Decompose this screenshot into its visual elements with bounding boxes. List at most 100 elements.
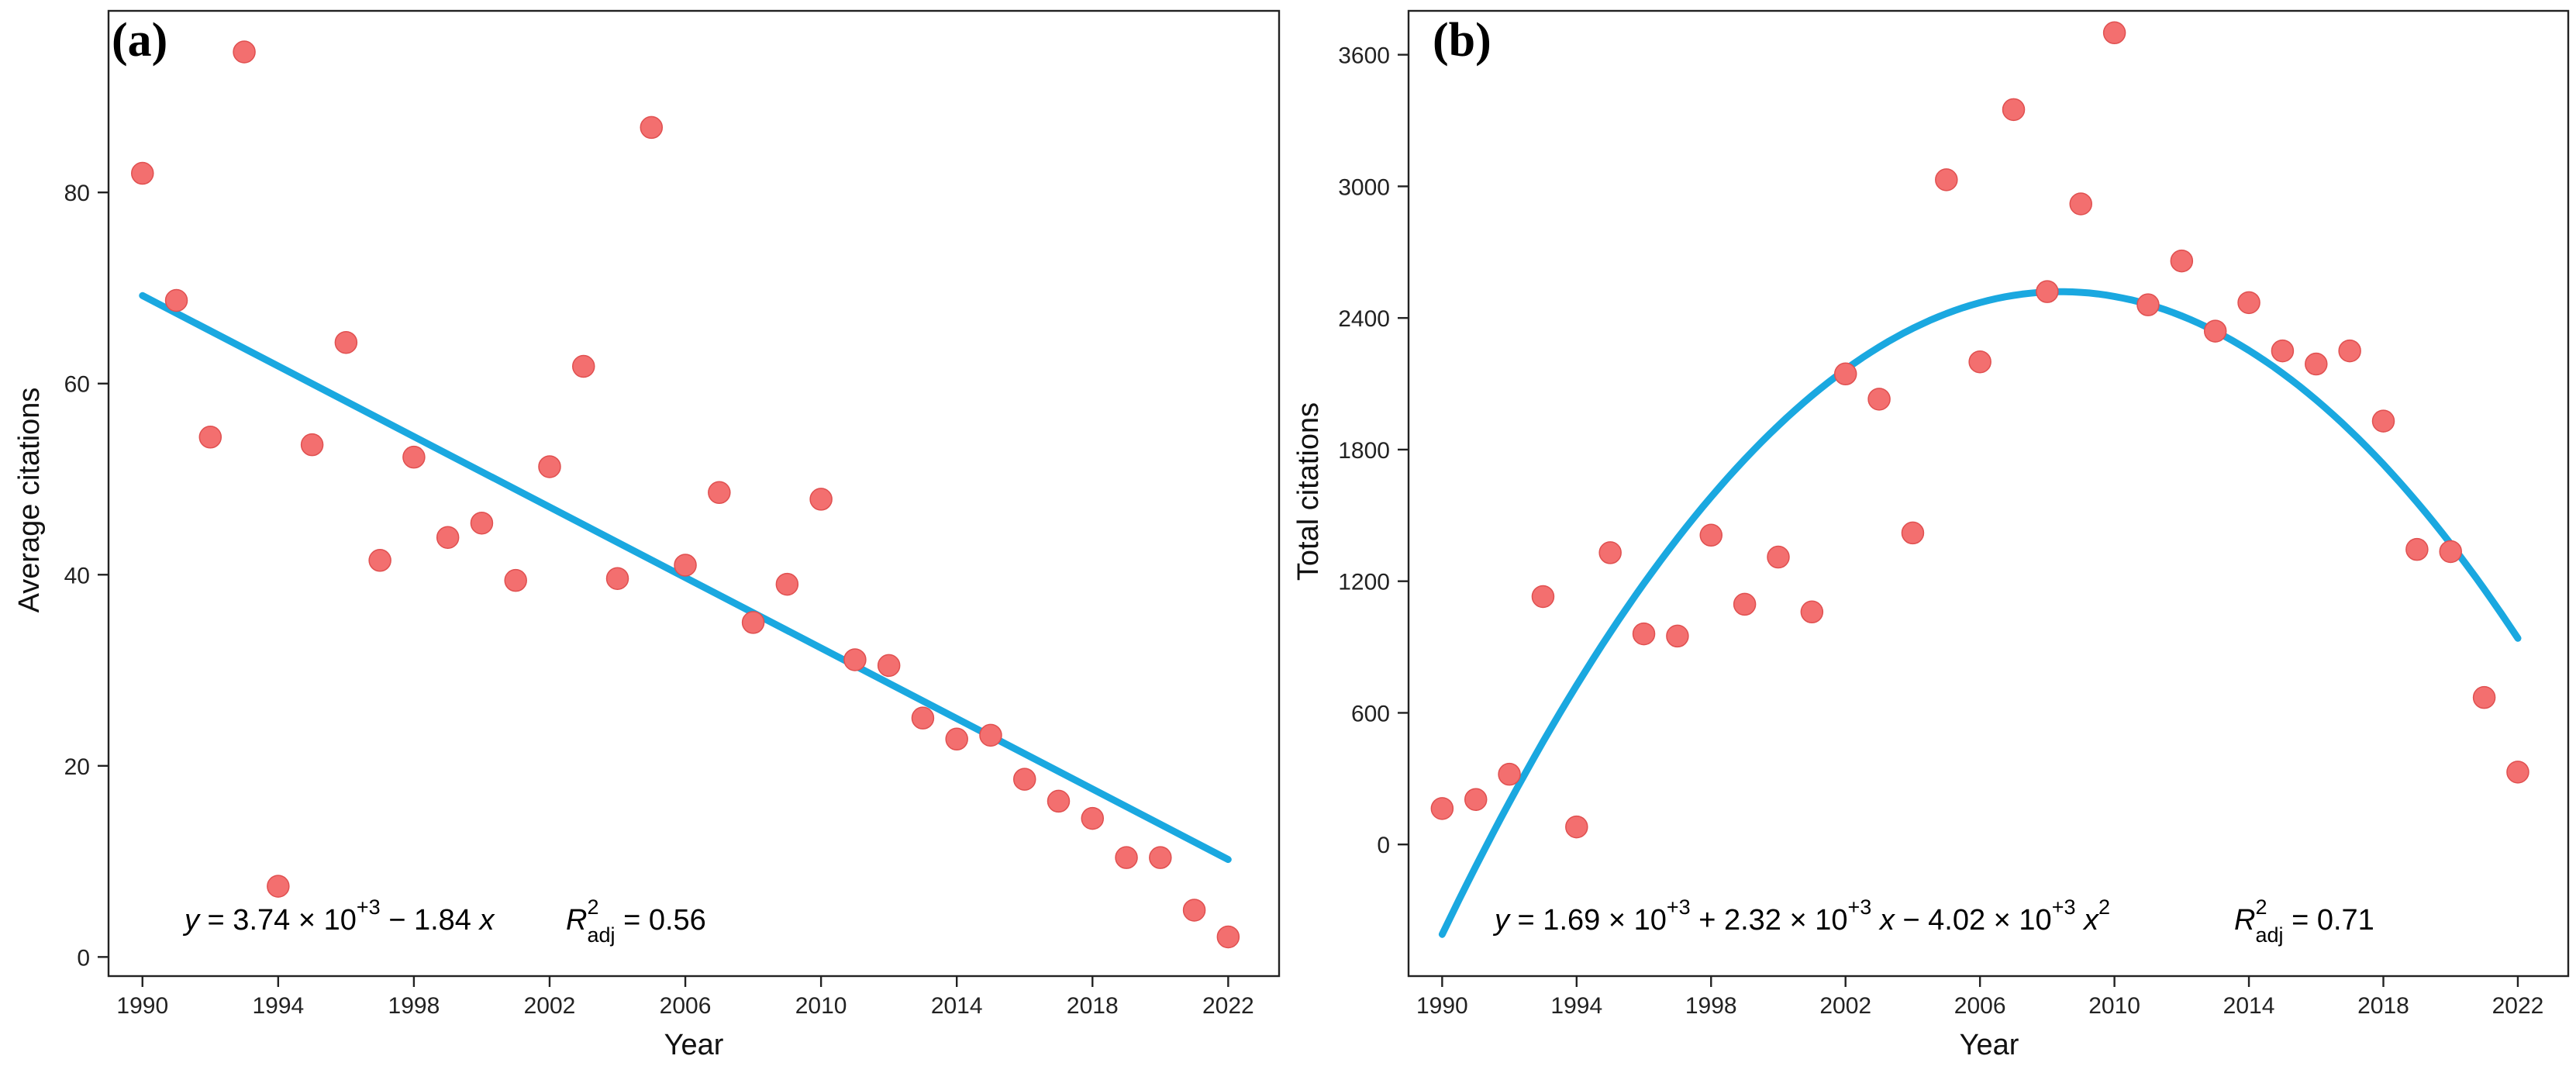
panel-a-data-point	[402, 445, 426, 469]
panel-a-data-point	[1115, 846, 1138, 869]
panel-b-data-point	[2036, 280, 2059, 303]
eq-b-r: R	[2234, 904, 2255, 937]
eq-a-part2: − 1.84	[381, 904, 480, 937]
panel-a-data-point	[1182, 899, 1206, 922]
panel-b-y-tick-label: 600	[1351, 701, 1390, 726]
panel-b-points	[1430, 21, 2529, 839]
eq-b-x1: x	[1871, 904, 1896, 937]
panel-b-data-point	[2271, 339, 2295, 363]
panel-b-r-squared: R2 adj = 0.71	[2234, 895, 2374, 947]
panel-a-data-point	[131, 161, 154, 185]
panel-b-data-point	[2069, 192, 2092, 216]
panel-b-data-point	[1498, 762, 1521, 786]
panel-b-equation: y = 1.69 × 10+3 + 2.32 × 10+3 x − 4.02 ×…	[1492, 895, 2110, 937]
panel-b-y-tick-label: 2400	[1338, 306, 1390, 332]
panel-a-y-tick-label: 60	[64, 372, 90, 398]
panel-a-r-squared: R2 adj = 0.56	[566, 895, 706, 947]
panel-a-y-tick-label: 0	[77, 945, 90, 971]
eq-b-part3: − 4.02 × 10	[1895, 904, 2052, 937]
panel-b-data-point	[1464, 788, 1488, 811]
panel-b-x-tick-label: 1998	[1685, 993, 1737, 1019]
panel-b-x-tick-label: 2014	[2223, 993, 2275, 1019]
panel-a-data-point	[368, 549, 391, 572]
eq-b-part2: + 2.32 × 10	[1691, 904, 1848, 937]
panel-b-y-tick-label: 0	[1377, 833, 1390, 858]
panel-a-x-tick-label: 2010	[795, 993, 847, 1019]
eq-b-r-value: = 0.71	[2284, 904, 2374, 937]
eq-b-exp3: +3	[2052, 895, 2076, 919]
eq-b-x2-sup: 2	[2098, 895, 2110, 919]
panel-b-data-point	[1935, 168, 1958, 191]
panel-a-x-tick-label: 2006	[660, 993, 712, 1019]
panel-b-data-point	[1968, 350, 1991, 374]
eq-b-exp2: +3	[1847, 895, 1871, 919]
panel-b-data-point	[1901, 521, 1925, 545]
panel-b-data-point	[2002, 98, 2026, 122]
panel-b-x-tick-label: 1994	[1550, 993, 1602, 1019]
panel-b-data-point	[1531, 585, 1555, 609]
panel-b: (b) 1990 1994 1998 2002 2006 2010 2014 2018 2022…	[1292, 9, 2570, 1061]
eq-a-r: R	[566, 904, 587, 937]
panel-a-data-point	[979, 723, 1002, 747]
panel-a-data-point	[436, 526, 460, 549]
panel-a-equation: y = 3.74 × 10+3 − 1.84 x	[182, 895, 495, 937]
panel-b-y-tick-label: 1800	[1338, 438, 1390, 464]
panel-a-data-point	[708, 481, 731, 505]
eq-a-r-value: = 0.56	[616, 904, 706, 937]
panel-b-data-point	[1632, 622, 1656, 646]
eq-b-part1: = 1.69 × 10	[1509, 904, 1667, 937]
panel-a-x-tick-label: 1990	[116, 993, 168, 1019]
panel-a-y-tick-label: 20	[64, 754, 90, 780]
panel-a-data-point	[572, 354, 595, 378]
panel-b-data-point	[2371, 409, 2395, 433]
panel-b-y-tick-label: 1200	[1338, 570, 1390, 595]
panel-a-x-axis-title: Year	[664, 1029, 724, 1061]
panel-b-data-point	[1833, 362, 1857, 386]
panel-b-data-point	[1565, 815, 1588, 839]
eq-b-r-sup: 2	[2255, 895, 2267, 919]
panel-b-data-point	[1430, 797, 1454, 820]
panel-b-data-point	[2405, 537, 2429, 561]
panel-a-fit-line	[139, 292, 1232, 864]
panel-a-data-point	[945, 727, 968, 751]
eq-b-r-sub: adj	[2255, 923, 2283, 947]
panel-a-data-point	[164, 288, 188, 312]
panel-a-data-point	[198, 426, 222, 449]
panel-a-y-axis-title: Average citations	[13, 388, 46, 613]
panel-b-x-tick-label: 1990	[1416, 993, 1468, 1019]
panel-b-x-axis-title: Year	[1960, 1029, 2019, 1061]
panel-a-data-point	[741, 611, 765, 634]
panel-b-data-point	[1666, 624, 1689, 648]
panel-b-y-tick-label: 3000	[1338, 174, 1390, 200]
panel-b-x-tick-label: 2018	[2357, 993, 2409, 1019]
panel-b-data-point	[2439, 540, 2462, 564]
panel-b-data-point	[1800, 600, 1824, 624]
panel-a-data-point	[1047, 789, 1071, 813]
panel-b-data-point	[1767, 545, 1790, 569]
panel-a-data-point	[470, 511, 494, 535]
panel-a-x-tick-label: 2002	[524, 993, 576, 1019]
panel-b-x-tick-label: 2002	[1819, 993, 1871, 1019]
eq-b-x2: x	[2075, 904, 2100, 937]
eq-a-part1: = 3.74 × 10	[199, 904, 357, 937]
panel-b-data-point	[2203, 319, 2227, 343]
panel-b-x-tick-label: 2010	[2088, 993, 2140, 1019]
panel-a-data-point	[674, 554, 697, 577]
eq-b-exp1: +3	[1667, 895, 1691, 919]
panel-b-data-point	[1733, 592, 1757, 616]
panel-b-data-point	[2472, 685, 2496, 709]
panel-a-points	[131, 40, 1240, 949]
panel-a-data-point	[504, 568, 527, 592]
panel-a-data-point	[775, 572, 799, 596]
panel-a-data-point	[1216, 925, 1240, 949]
panel-b-y-tick-label: 3600	[1338, 43, 1390, 69]
panel-b-data-point	[2237, 291, 2260, 315]
panel-b-data-point	[2338, 339, 2361, 363]
panel-a-y-tick-label: 80	[64, 181, 90, 206]
panel-a-data-point	[877, 654, 901, 678]
panel-b-x-tick-label: 2006	[1954, 993, 2006, 1019]
eq-a-r-sub: adj	[587, 923, 615, 947]
panel-a-x-tick-label: 2022	[1202, 993, 1254, 1019]
panel-a-x-tick-label: 1998	[388, 993, 440, 1019]
